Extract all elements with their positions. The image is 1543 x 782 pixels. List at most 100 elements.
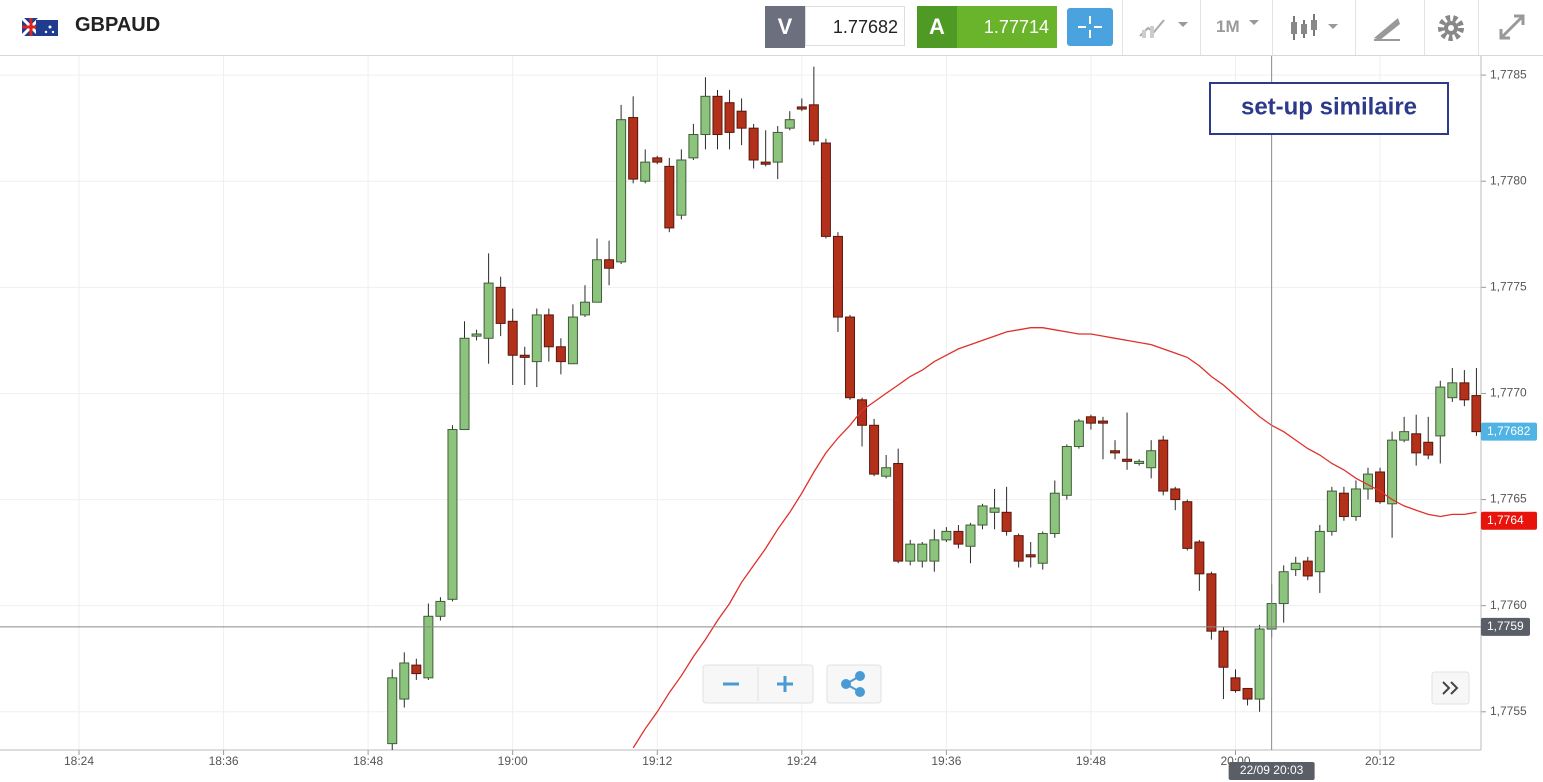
candle-body xyxy=(917,543,928,562)
separator xyxy=(1200,0,1201,55)
candle-body xyxy=(1230,677,1241,692)
separator xyxy=(1424,0,1425,55)
x-tick-label: 20:12 xyxy=(1365,754,1395,768)
buy-price[interactable]: 1.77714 xyxy=(957,6,1057,48)
flag-icon xyxy=(22,18,58,36)
candle-body xyxy=(977,505,988,526)
candle-body xyxy=(893,462,904,562)
toolbar: GBPAUD V 1.77682 A 1.77714 1M xyxy=(0,0,1543,56)
annotation-box xyxy=(1209,82,1449,135)
candle-body xyxy=(905,543,916,562)
sell-price[interactable]: 1.77682 xyxy=(805,6,905,46)
y-tick-label: 1,7785 xyxy=(1490,67,1527,81)
candle-body xyxy=(1025,554,1036,558)
series xyxy=(387,66,1481,750)
scroll-right-button[interactable] xyxy=(1431,671,1470,705)
candle-body xyxy=(1206,573,1217,632)
candle-body xyxy=(471,333,482,337)
candle-body xyxy=(616,119,627,263)
candle-body xyxy=(845,316,856,399)
candle-body xyxy=(495,286,506,324)
candle-body xyxy=(411,664,422,675)
candle-body xyxy=(1218,630,1229,668)
candle-body xyxy=(1338,492,1349,518)
candle-body xyxy=(760,161,771,165)
plot-area: 1,7755 1,7760 1,7765 1,7770 1,7775 1,7780 1,77… xyxy=(0,56,1537,780)
price-tag xyxy=(1481,422,1537,441)
candle-body xyxy=(1302,560,1313,577)
candle-body xyxy=(832,235,843,318)
candle-body xyxy=(1001,511,1012,532)
candle-body xyxy=(1122,458,1133,462)
price-tag xyxy=(1481,511,1537,530)
x-tick-label: 19:48 xyxy=(1076,754,1106,768)
timeframe-button[interactable]: 1M xyxy=(1216,17,1240,36)
share-icon xyxy=(841,671,865,697)
candle-body xyxy=(700,95,711,136)
candle-body xyxy=(1037,533,1048,564)
candle-body xyxy=(1242,687,1253,700)
candle-body xyxy=(387,677,398,745)
candle-body xyxy=(483,282,494,339)
candle-body xyxy=(447,429,458,600)
y-tick-label: 1,7770 xyxy=(1490,386,1527,400)
share-button[interactable] xyxy=(826,664,882,704)
candle-body xyxy=(555,346,566,363)
candle-body xyxy=(640,161,651,182)
candle-body xyxy=(399,662,410,700)
candle-body xyxy=(1182,501,1193,549)
candle-style-button[interactable] xyxy=(1288,12,1344,44)
separator xyxy=(1355,0,1356,55)
candle-body xyxy=(1085,416,1096,424)
crosshair-button[interactable] xyxy=(1067,8,1113,46)
buy-button[interactable]: A xyxy=(917,6,957,48)
fullscreen-button[interactable] xyxy=(1497,12,1527,42)
x-tick-label: 19:12 xyxy=(642,754,672,768)
candle-body xyxy=(712,95,723,136)
separator xyxy=(1478,0,1479,55)
symbol: GBPAUD xyxy=(75,14,161,36)
candle-body xyxy=(881,467,892,477)
y-tick-label: 1,7780 xyxy=(1490,173,1527,187)
candle-body xyxy=(1471,395,1481,433)
candle-body xyxy=(1254,628,1265,700)
y-tick-label: 1,7765 xyxy=(1490,492,1527,506)
candle-body xyxy=(929,539,940,562)
candle-body xyxy=(1049,492,1060,535)
y-tick-label: 1,7755 xyxy=(1490,704,1527,718)
separator xyxy=(1272,0,1273,55)
candle-body xyxy=(604,259,615,269)
candle-body xyxy=(1158,439,1169,492)
candle-body xyxy=(857,399,868,426)
candle-body xyxy=(1146,450,1157,469)
candle-body xyxy=(1314,530,1325,573)
x-tick-label: 18:36 xyxy=(209,754,239,768)
candle-body xyxy=(1447,382,1458,399)
candle-body xyxy=(1290,562,1301,571)
zoom-in-button[interactable] xyxy=(777,676,793,692)
chart-controls: set-up similaire xyxy=(702,82,1470,705)
settings-button[interactable] xyxy=(1436,13,1466,43)
candle-body xyxy=(953,530,964,545)
crosshair-x-tag xyxy=(1228,762,1315,780)
candle-body xyxy=(796,106,807,110)
separator xyxy=(1122,0,1123,55)
candle-body xyxy=(628,117,639,180)
x-tick-label: 18:48 xyxy=(353,754,383,768)
chart-type-button[interactable] xyxy=(1138,14,1192,42)
drawing-tools-button[interactable] xyxy=(1372,14,1402,42)
candle-body xyxy=(1399,431,1410,441)
candle-body xyxy=(965,524,976,547)
crosshair-y-label: 1,7759 xyxy=(1487,619,1524,633)
candle-body xyxy=(592,259,603,303)
candle-body xyxy=(688,134,699,159)
sell-button[interactable]: V xyxy=(765,6,805,48)
candle-body xyxy=(1363,473,1374,490)
candle-body xyxy=(652,157,663,163)
crosshair-x-label: 22/09 20:03 xyxy=(1240,763,1304,777)
candle-body xyxy=(941,530,952,541)
candle-body xyxy=(1350,488,1361,518)
candle-body xyxy=(1110,450,1121,454)
candle-body xyxy=(435,600,446,617)
candle-body xyxy=(1170,488,1181,501)
